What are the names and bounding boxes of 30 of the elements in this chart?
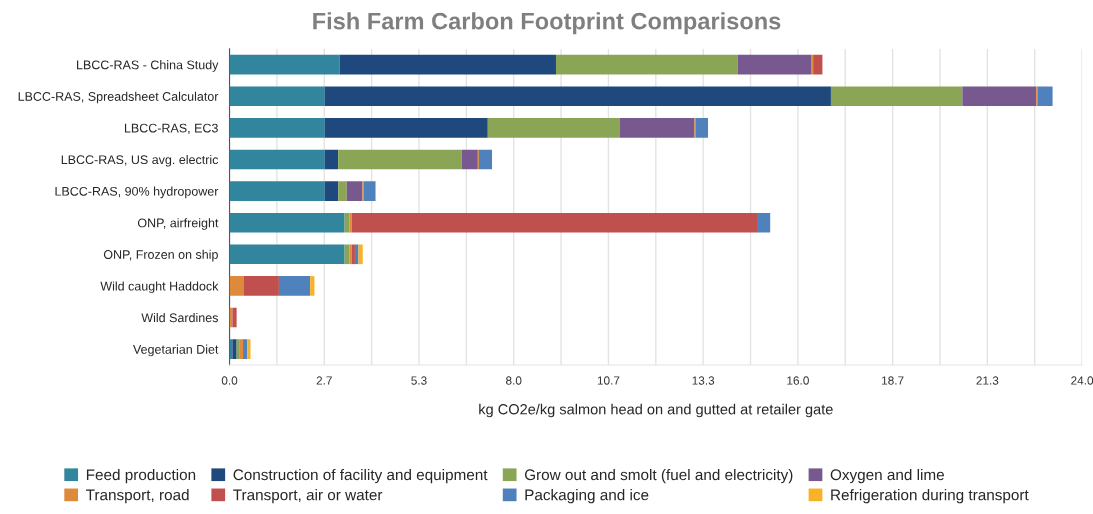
legend-label: Feed production <box>86 468 196 484</box>
x-tick-label: 0.0 <box>221 376 238 385</box>
x-tick-label: 16.0 <box>787 376 809 385</box>
y-tick-label: Wild Sardines <box>141 312 218 323</box>
legend-label: Oxygen and lime <box>830 468 944 484</box>
y-tick-label: LBCC-RAS, US avg. electric <box>61 154 219 167</box>
legend-label: Grow out and smolt (fuel and electricity) <box>524 468 793 484</box>
y-tick-label: LBCC-RAS, EC3 <box>124 123 218 134</box>
x-tick-label: 10.7 <box>597 376 620 385</box>
x-tick-label: 24.0 <box>1071 376 1093 385</box>
x-tick-label: 18.7 <box>882 376 904 385</box>
legend-label: Construction of facility and equipment <box>233 468 488 484</box>
chart-title: Fish Farm Carbon Footprint Comparisons <box>313 12 781 35</box>
legend-label: Transport, air or water <box>233 489 383 504</box>
x-tick-label: 5.3 <box>411 376 427 385</box>
y-tick-label: LBCC-RAS, Spreadsheet Calculator <box>18 91 219 104</box>
x-tick-label: 13.3 <box>692 376 715 385</box>
legend-label: Packaging and ice <box>525 489 649 504</box>
y-tick-label: ONP, airfreight <box>137 218 219 230</box>
y-tick-label: Wild caught Haddock <box>100 281 219 294</box>
x-tick-label: 2.7 <box>316 376 332 385</box>
x-axis-title: kg CO2e/kg salmon head on and gutted at retailer gate <box>479 403 833 418</box>
y-tick-label: LBCC-RAS, 90% hydropower <box>55 186 219 199</box>
x-tick-label: 21.3 <box>976 376 999 385</box>
y-tick-label: LBCC-RAS - China Study <box>77 60 219 72</box>
x-tick-label: 8.0 <box>506 376 522 385</box>
legend-label: Refrigeration during transport <box>831 489 1029 504</box>
legend-label: Transport, road <box>86 489 189 504</box>
y-tick-label: Vegetarian Diet <box>133 344 219 357</box>
y-tick-label: ONP, Frozen on ship <box>103 249 218 262</box>
